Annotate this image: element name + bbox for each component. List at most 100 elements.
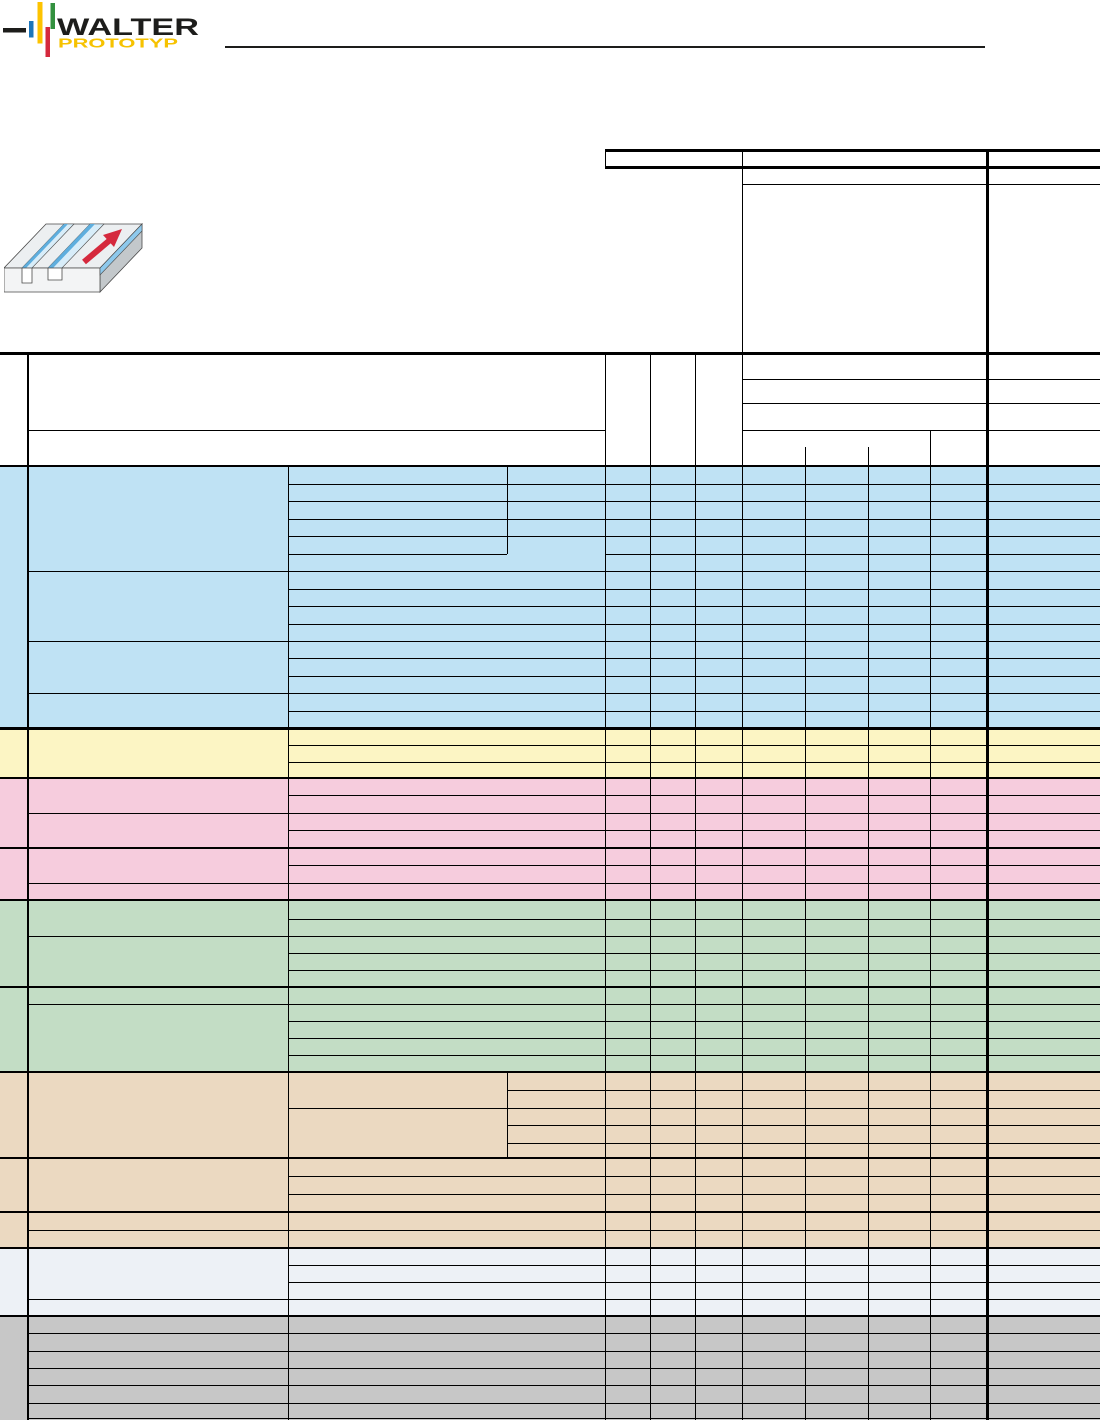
band-blue [0, 466, 1100, 728]
logo-bar-green [50, 3, 55, 29]
grid-line [605, 553, 1100, 555]
grid-line [28, 429, 605, 431]
grid-line [288, 623, 1100, 625]
grid-line [28, 1402, 1100, 1404]
grid-line [507, 1089, 1100, 1091]
grid-line [288, 675, 1100, 677]
grid-line [28, 882, 1100, 884]
header-rule [225, 46, 985, 48]
grid-line [28, 1350, 1100, 1352]
grid-line [604, 353, 606, 1420]
grid-line [28, 935, 1100, 937]
walter-prototyp-logo: WALTER PROTOTYP [3, 2, 199, 57]
grid-line [288, 744, 1100, 746]
grid-line [0, 985, 1100, 989]
grid-line [0, 465, 1100, 467]
grid-line [929, 430, 931, 1420]
grid-line [506, 466, 508, 554]
grid-line [27, 353, 29, 1420]
grid-line [288, 1281, 1100, 1283]
grid-line [28, 1229, 1100, 1231]
logo-bar-yellow [37, 2, 43, 44]
grid-line [28, 1332, 1100, 1334]
grid-line [0, 1210, 1100, 1214]
grid-line [288, 1193, 1100, 1195]
grid-line [867, 447, 869, 1420]
grid-line [288, 588, 1100, 590]
grid-line [742, 402, 1100, 404]
grid-line [985, 150, 989, 1420]
slot-b-wall [48, 224, 95, 268]
grid-line [288, 969, 1100, 971]
slot-a-wall [22, 224, 68, 268]
grid-line [287, 466, 289, 1420]
logo-sub-text: PROTOTYP [58, 37, 178, 51]
grid-line [742, 183, 1100, 185]
slot-milling-illustration [4, 223, 143, 293]
grid-line [742, 378, 1100, 380]
grid-line [288, 1037, 1100, 1039]
grid-line [0, 1314, 1100, 1318]
grid-line [28, 1003, 1100, 1005]
grid-line [288, 761, 1100, 763]
grid-line [288, 1054, 1100, 1056]
grid-line [28, 640, 1100, 642]
grid-line [288, 483, 1100, 485]
grid-line [28, 812, 1100, 814]
grid-line [28, 570, 1100, 572]
grid-line [288, 1175, 1100, 1177]
logo-bar-red [45, 27, 50, 57]
grid-line [741, 150, 743, 1420]
grid-line [649, 353, 651, 1420]
grid-line [288, 553, 507, 555]
band-yellow [0, 728, 1100, 778]
grid-line [288, 1107, 1100, 1109]
grid-line [0, 726, 1100, 730]
feed-arrow-head [103, 229, 122, 247]
grid-line [0, 1247, 1100, 1249]
milled-edge-blue [99, 223, 143, 276]
grid-line [0, 777, 1100, 779]
feed-arrow [82, 237, 112, 265]
grid-line [288, 657, 1100, 659]
grid-line [28, 1417, 1100, 1419]
grid-line [28, 1367, 1100, 1369]
grid-line [288, 1264, 1100, 1266]
grid-line [0, 898, 1100, 902]
grid-line [288, 794, 1100, 796]
grid-line [742, 429, 1100, 431]
grid-line [0, 847, 1100, 849]
slot-a-front-notch [21, 267, 33, 284]
grid-line [288, 1020, 1100, 1022]
grid-line [804, 447, 806, 1420]
grid-line [288, 605, 1100, 607]
logo-brand-text: WALTER [57, 14, 199, 41]
grid-line [28, 692, 1100, 694]
grid-line [0, 1071, 1100, 1073]
grid-line [288, 535, 1100, 537]
band-pink [0, 778, 1100, 900]
grid-line [605, 165, 1100, 169]
grid-line [288, 864, 1100, 866]
grid-line [694, 353, 696, 1420]
grid-line [288, 518, 1100, 520]
grid-line [507, 1124, 1100, 1126]
grid-line [288, 918, 1100, 920]
grid-line [605, 148, 1100, 152]
grid-line [28, 1298, 1100, 1300]
grid-line [604, 150, 606, 167]
logo-bar-blue [29, 21, 34, 38]
band-tan [0, 1072, 1100, 1248]
grid-line [507, 1142, 1100, 1144]
grid-line [0, 1156, 1100, 1160]
grid-line [288, 710, 1100, 712]
grid-line [0, 351, 1100, 355]
grid-line [28, 1384, 1100, 1386]
slot-b-front-notch [47, 267, 63, 281]
grid-line [288, 829, 1100, 831]
grid-line [288, 952, 1100, 954]
logo-dash [3, 28, 26, 33]
grid-line [506, 1072, 508, 1158]
grid-line [288, 500, 1100, 502]
